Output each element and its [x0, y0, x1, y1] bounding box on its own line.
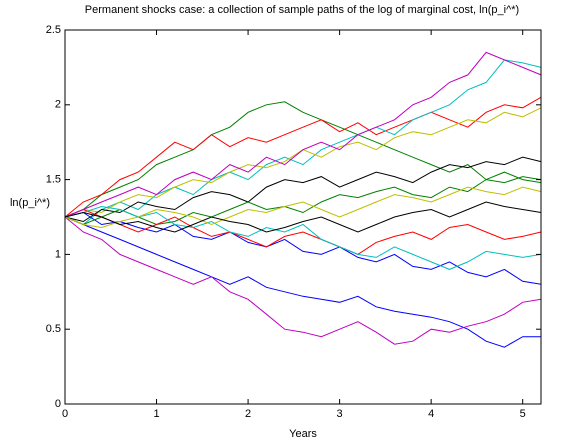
sample-path [64, 96, 542, 218]
y-tick-label: 0.5 [46, 323, 61, 335]
x-tick-label: 5 [520, 408, 526, 420]
sample-path [64, 156, 542, 223]
x-axis-label: Years [289, 428, 317, 440]
sample-path [64, 208, 542, 255]
sample-path [64, 205, 542, 270]
y-tick-label: 2 [55, 99, 61, 111]
plot-frame [64, 29, 542, 405]
y-tick-label: 1.5 [46, 174, 61, 186]
sample-path [64, 211, 542, 285]
sample-path [64, 51, 542, 218]
sample-path [64, 216, 541, 348]
sample-path [64, 59, 542, 226]
x-tick-label: 4 [428, 408, 434, 420]
sample-path [64, 216, 542, 345]
y-tick-label: 0 [55, 398, 61, 410]
y-tick-label: 2.5 [46, 24, 61, 36]
x-tick-label: 2 [245, 408, 251, 420]
x-tick-label: 1 [153, 408, 159, 420]
y-tick-label: 1 [55, 248, 61, 260]
chart-title: Permanent shocks case: a collection of s… [85, 4, 519, 16]
sample-path [64, 101, 542, 218]
x-tick-label: 0 [62, 408, 68, 420]
y-axis-label: ln(p_i^*) [10, 197, 50, 209]
sample-path [64, 107, 542, 218]
sample-path [64, 186, 542, 229]
sample-path [64, 201, 542, 233]
x-tick-label: 3 [337, 408, 343, 420]
